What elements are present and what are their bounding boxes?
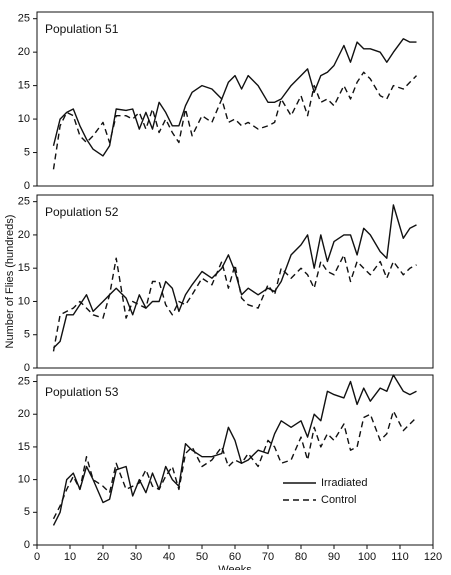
x-tick-label: 120 [424, 551, 442, 563]
y-tick-label: 25 [18, 196, 30, 208]
panel-title: Population 52 [45, 205, 119, 219]
x-tick-label: 50 [196, 551, 208, 563]
y-tick-label: 0 [24, 539, 30, 551]
series-line [53, 204, 417, 349]
y-tick-label: 20 [18, 408, 30, 420]
legend-label: Control [321, 494, 356, 506]
plot-frame [36, 194, 434, 369]
y-tick-label: 15 [18, 80, 30, 92]
panel-title: Population 53 [45, 385, 119, 399]
y-tick-label: 0 [24, 180, 30, 192]
plot-frame [36, 11, 434, 187]
series-line [52, 410, 417, 520]
panel-title: Population 51 [45, 22, 119, 36]
x-tick-label: 0 [34, 551, 40, 563]
y-tick-label: 10 [18, 295, 30, 307]
y-tick-label: 5 [24, 506, 30, 518]
y-tick-label: 15 [18, 441, 30, 453]
series-line [52, 71, 417, 170]
y-tick-label: 0 [24, 362, 30, 374]
x-tick-label: 110 [391, 551, 409, 563]
x-tick-label: 10 [64, 551, 76, 563]
y-tick-label: 25 [18, 13, 30, 25]
x-tick-label: 80 [295, 551, 307, 563]
y-tick-label: 20 [18, 46, 30, 58]
y-tick-label: 10 [18, 474, 30, 486]
x-tick-label: 20 [97, 551, 109, 563]
x-tick-label: 60 [229, 551, 241, 563]
x-axis-label: Weeks [218, 564, 252, 570]
legend-label: Irradiated [321, 477, 367, 489]
y-tick-label: 25 [18, 375, 30, 387]
series-line [52, 38, 417, 157]
x-tick-label: 100 [358, 551, 376, 563]
series-line [52, 374, 417, 526]
y-tick-label: 20 [18, 229, 30, 241]
y-tick-label: 5 [24, 329, 30, 341]
y-tick-label: 15 [18, 262, 30, 274]
series-line [52, 254, 417, 352]
y-tick-label: 5 [24, 146, 30, 158]
y-axis-label: Number of Flies (hundreds) [4, 215, 16, 349]
plot-frame [36, 374, 434, 546]
x-tick-label: 70 [262, 551, 274, 563]
x-tick-label: 40 [163, 551, 175, 563]
x-tick-label: 30 [130, 551, 142, 563]
x-tick-label: 90 [328, 551, 340, 563]
y-tick-label: 10 [18, 113, 30, 125]
